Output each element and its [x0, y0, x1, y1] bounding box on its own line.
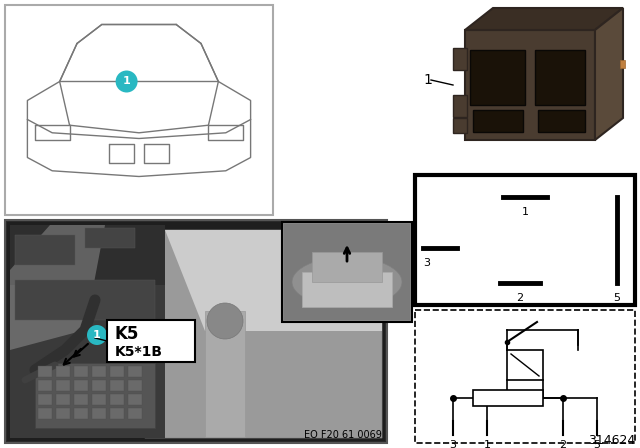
Bar	[56, 394, 70, 405]
Bar	[415, 5, 635, 170]
Text: 2: 2	[559, 440, 566, 448]
Polygon shape	[465, 8, 623, 30]
Bar	[56, 408, 70, 419]
Text: 1: 1	[93, 330, 101, 340]
Bar	[284, 224, 410, 320]
Bar	[10, 225, 165, 285]
Bar	[56, 380, 70, 391]
Bar	[15, 280, 155, 320]
Bar	[110, 366, 124, 377]
Bar	[312, 252, 382, 282]
Bar	[470, 50, 525, 105]
Bar	[473, 110, 523, 132]
Text: 5: 5	[614, 293, 621, 303]
Bar	[38, 366, 52, 377]
Bar	[205, 311, 245, 437]
Bar	[92, 394, 106, 405]
Polygon shape	[105, 230, 382, 438]
Circle shape	[207, 303, 243, 339]
Text: K5*1B: K5*1B	[115, 345, 163, 359]
Bar	[15, 235, 75, 265]
Bar	[110, 380, 124, 391]
Text: 314624: 314624	[588, 434, 635, 447]
Bar	[110, 408, 124, 419]
Bar	[473, 390, 543, 406]
Polygon shape	[595, 8, 623, 140]
Text: 5: 5	[593, 440, 600, 448]
Bar	[453, 95, 467, 117]
Bar	[5, 5, 273, 215]
Bar	[92, 366, 106, 377]
Bar	[92, 408, 106, 419]
Text: K5: K5	[115, 325, 140, 343]
Text: 3: 3	[423, 258, 430, 268]
Ellipse shape	[292, 257, 402, 307]
Bar	[35, 363, 155, 428]
Bar	[535, 50, 585, 105]
Bar	[128, 366, 142, 377]
Bar	[74, 408, 88, 419]
Bar	[56, 366, 70, 377]
Polygon shape	[165, 230, 382, 331]
Bar	[282, 222, 412, 322]
Bar	[10, 225, 165, 438]
Bar	[453, 118, 467, 133]
Bar	[92, 380, 106, 391]
Bar	[5, 220, 387, 443]
Bar	[128, 408, 142, 419]
Bar	[415, 175, 635, 305]
Bar	[38, 380, 52, 391]
Bar	[465, 30, 595, 140]
Text: 1: 1	[123, 77, 131, 86]
Bar	[302, 272, 392, 307]
Polygon shape	[10, 225, 105, 350]
Bar	[620, 60, 625, 68]
Bar	[38, 408, 52, 419]
Bar	[507, 350, 543, 380]
Bar	[74, 380, 88, 391]
Circle shape	[116, 70, 138, 92]
Bar	[128, 394, 142, 405]
Bar	[415, 310, 635, 443]
Text: 3: 3	[449, 440, 456, 448]
Bar	[107, 320, 195, 362]
Text: 1: 1	[522, 207, 529, 217]
Bar	[74, 394, 88, 405]
Bar	[453, 48, 467, 70]
Circle shape	[87, 325, 107, 345]
Bar	[74, 366, 88, 377]
Bar	[538, 110, 585, 132]
Text: 1: 1	[483, 440, 490, 448]
Bar	[85, 228, 135, 248]
Text: 2: 2	[516, 293, 524, 303]
Bar	[7, 222, 385, 441]
Bar	[110, 394, 124, 405]
Text: 1: 1	[423, 73, 432, 87]
Bar	[38, 394, 52, 405]
Text: EO F20 61 0069: EO F20 61 0069	[304, 430, 382, 440]
Bar	[128, 380, 142, 391]
